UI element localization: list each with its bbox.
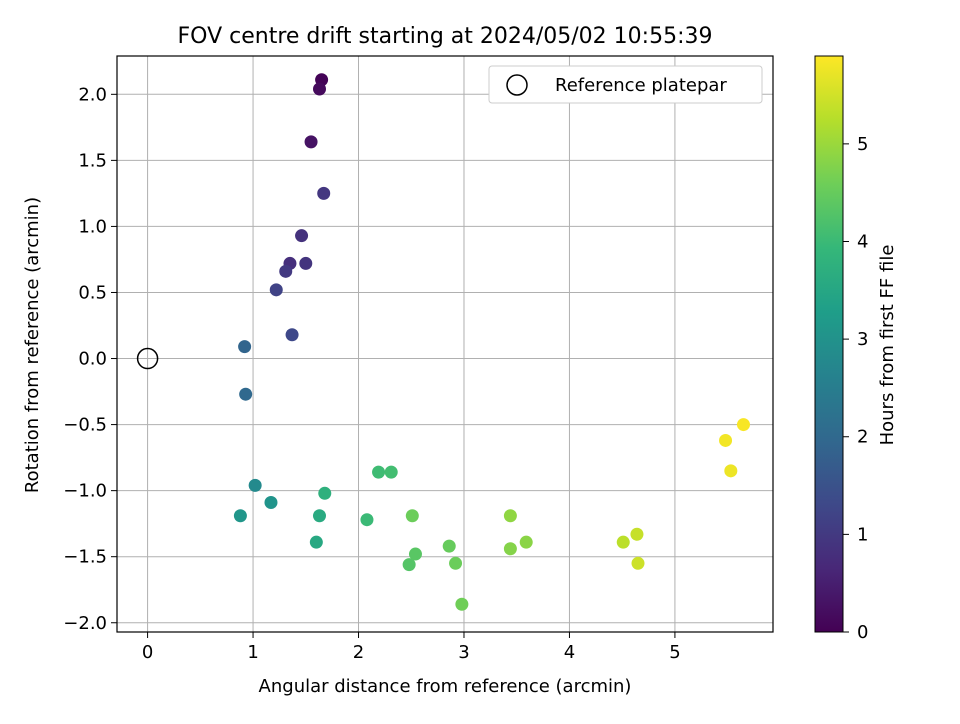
x-tick-label: 2 [353,642,364,663]
x-tick-label: 0 [142,642,153,663]
y-tick-label: −0.5 [63,415,107,436]
data-point [312,509,326,523]
data-point [724,464,738,478]
x-tick-label: 4 [564,642,575,663]
data-point [503,509,517,523]
x-tick-label: 3 [458,642,469,663]
y-tick-label: 0.0 [78,349,107,370]
data-point [360,513,374,527]
data-point [630,527,644,541]
data-point [372,465,386,479]
data-point [402,558,416,572]
data-point [631,556,645,570]
data-point [719,433,733,447]
data-point [503,542,517,556]
y-tick-label: −2.0 [63,613,107,634]
data-point [312,82,326,96]
data-point [519,535,533,549]
data-point [304,135,318,149]
data-point [238,340,252,354]
colorbar-ticks: 0 1 2 3 4 5 [843,134,868,643]
chart-title: FOV centre drift starting at 2024/05/02 … [178,24,713,49]
data-point [408,547,422,561]
reference-marker [136,347,159,370]
data-point [285,328,299,342]
x-axis-label: Angular distance from reference (arcmin) [259,676,632,697]
data-point [248,478,262,492]
data-point [384,465,398,479]
colorbar: 0 1 2 3 4 5 Hours from first FF file [814,55,898,643]
plot-frame [116,55,774,633]
data-point [616,535,630,549]
y-tick-label: 1.5 [78,150,107,171]
colorbar-tick-label: 5 [857,134,868,155]
data-point [318,486,332,500]
data-point [279,264,293,278]
data-point [233,509,247,523]
colorbar-tick-label: 4 [857,231,868,252]
colorbar-tick-label: 2 [857,427,868,448]
legend-box [488,65,763,104]
y-axis-label: Rotation from reference (arcmin) [22,197,43,493]
colorbar-tick-label: 1 [857,524,868,545]
data-point [736,418,750,432]
data-point [405,509,419,523]
data-point [455,597,469,611]
y-tick-label: −1.5 [63,547,107,568]
colorbar-tick-label: 0 [857,622,868,643]
colorbar-label: Hours from first FF file [877,245,898,446]
y-tick-label: 2.0 [78,84,107,105]
x-tick-label: 1 [247,642,258,663]
y-axis: 2.0 1.5 1.0 0.5 0.0 −0.5 −1.0 −1.5 −2.0 [63,84,117,634]
legend-marker [506,74,528,96]
y-tick-label: −1.0 [63,481,107,502]
data-point [309,535,323,549]
x-tick-label: 5 [669,642,680,663]
data-point [264,496,278,510]
y-tick-label: 1.0 [78,216,107,237]
legend: Reference platepar [488,65,763,104]
data-points [233,73,750,611]
x-axis: 0 1 2 3 4 5 [142,632,681,663]
legend-label: Reference platepar [555,75,727,96]
data-point [269,283,283,297]
colorbar-tick-label: 3 [857,329,868,350]
y-tick-label: 0.5 [78,282,107,303]
data-point [442,539,456,553]
colorbar-gradient [814,55,844,633]
data-point [449,556,463,570]
data-point [239,387,253,401]
data-point [299,256,313,270]
data-point [317,186,331,200]
grid [117,56,773,632]
data-point [295,229,309,243]
